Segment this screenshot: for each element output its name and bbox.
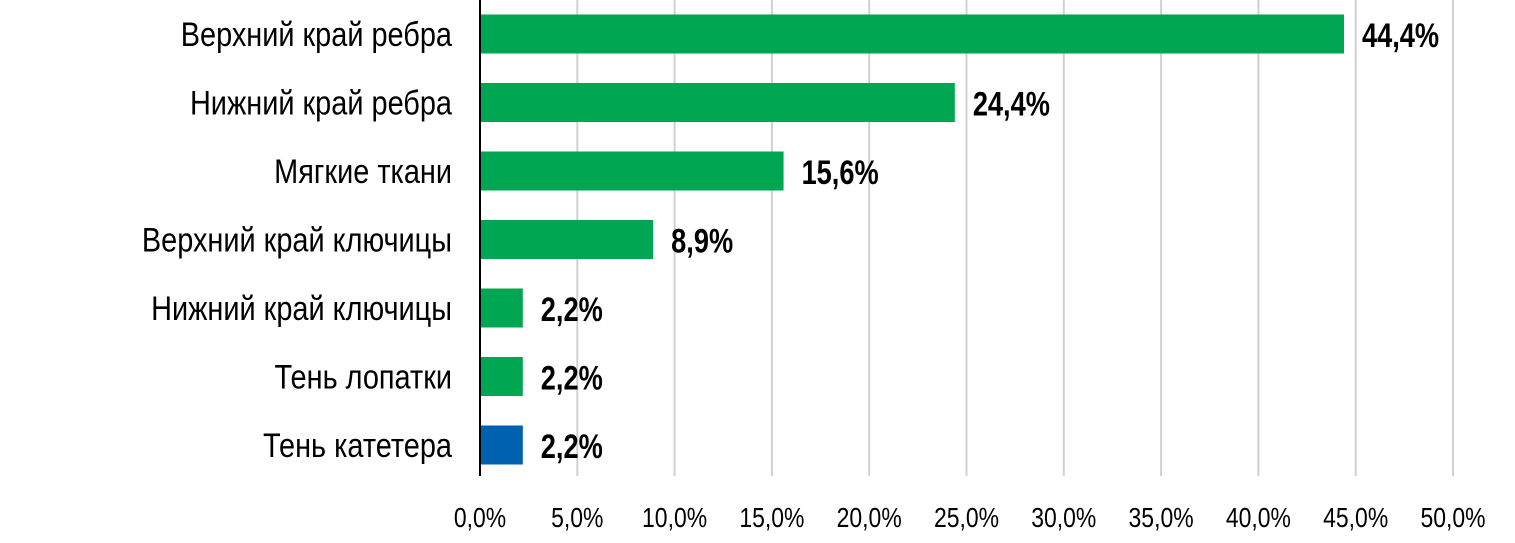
- category-label: Нижний край ключицы: [151, 289, 452, 328]
- data-label: 44,4%: [1362, 16, 1439, 55]
- data-label: 2,2%: [541, 359, 603, 398]
- x-tick-label: 5,0%: [551, 503, 603, 534]
- x-tick-label: 30,0%: [1031, 503, 1096, 534]
- bar: [480, 83, 955, 122]
- bar: [480, 288, 523, 328]
- x-tick-label: 15,0%: [739, 503, 804, 534]
- data-label: 15,6%: [802, 153, 879, 192]
- category-label: Верхний край ребра: [181, 15, 453, 54]
- bar: [480, 220, 654, 259]
- data-label: 2,2%: [541, 290, 603, 329]
- x-tick-label: 20,0%: [837, 503, 902, 534]
- category-label: Верхний край ключицы: [142, 220, 452, 259]
- x-tick-label: 50,0%: [1420, 503, 1485, 534]
- data-label: 2,2%: [541, 427, 603, 466]
- x-tick-label: 10,0%: [642, 503, 707, 534]
- category-label: Мягкие ткани: [274, 152, 452, 191]
- bar: [480, 357, 523, 396]
- category-label: Нижний край ребра: [190, 83, 452, 122]
- bar: [480, 151, 784, 191]
- data-label: 24,4%: [973, 85, 1050, 124]
- x-tick-label: 40,0%: [1226, 503, 1291, 534]
- x-tick-label: 35,0%: [1129, 503, 1194, 534]
- data-label: 8,9%: [671, 222, 733, 261]
- category-label: Тень лопатки: [275, 357, 452, 396]
- x-tick-label: 45,0%: [1323, 503, 1388, 534]
- bar: [480, 14, 1345, 54]
- x-tick-label: 0,0%: [454, 503, 506, 534]
- bar: [480, 425, 523, 465]
- x-tick-label: 25,0%: [934, 503, 999, 534]
- category-label: Тень катетера: [263, 426, 452, 465]
